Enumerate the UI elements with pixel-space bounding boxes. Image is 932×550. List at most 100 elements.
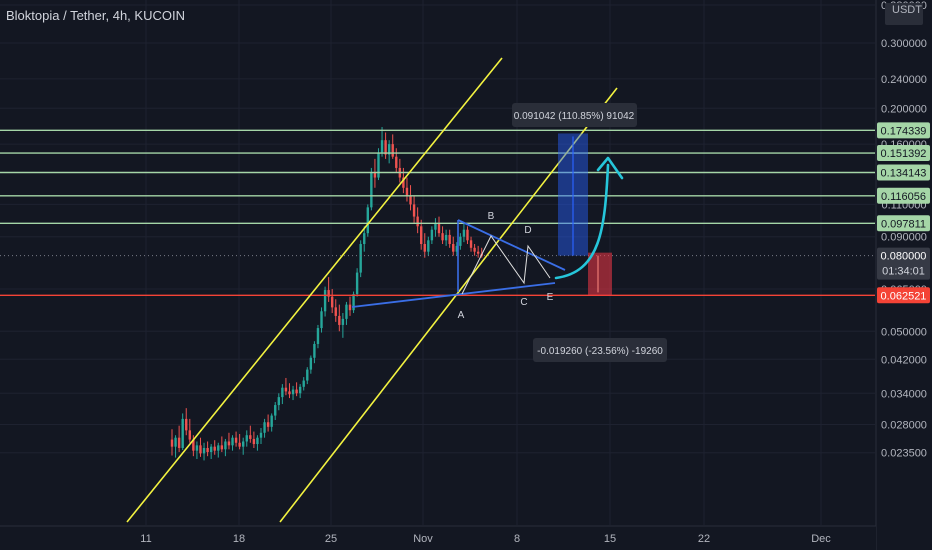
candle-body xyxy=(202,447,206,454)
price-level-tag-label: 0.062521 xyxy=(881,290,927,302)
candle-body xyxy=(416,216,419,227)
candle-body xyxy=(348,304,352,311)
price-level-tag xyxy=(877,187,930,204)
time-axis-tick: 25 xyxy=(325,533,337,545)
candle-body xyxy=(320,311,323,329)
price-level-tag-label: 0.174339 xyxy=(881,125,927,137)
candle-body xyxy=(291,389,295,395)
candle-body xyxy=(473,247,476,252)
candle-body xyxy=(331,296,334,308)
candle-body xyxy=(188,430,191,440)
price-axis-tick: 0.034000 xyxy=(881,388,927,400)
price-axis-tick: 0.300000 xyxy=(881,38,927,50)
candle-body xyxy=(384,140,387,155)
price-level-tag xyxy=(877,215,930,232)
candle-body xyxy=(437,223,441,234)
price-axis-tick: 0.200000 xyxy=(881,103,927,115)
price-axis-tick: 0.240000 xyxy=(881,74,927,86)
price-axis-tick: 0.028000 xyxy=(881,420,927,432)
candle-body xyxy=(270,415,273,427)
candle-body xyxy=(448,234,451,245)
pattern-point-label: D xyxy=(524,225,531,236)
candle-body xyxy=(466,229,469,241)
candle-body xyxy=(387,144,391,155)
price-level-tag xyxy=(877,122,930,139)
candle-body xyxy=(174,437,177,447)
candle-body xyxy=(469,240,473,248)
candle-body xyxy=(377,152,380,178)
price-level-tag-label: 0.097811 xyxy=(881,218,926,230)
pattern-point-label: A xyxy=(458,310,465,321)
candle-body xyxy=(177,437,181,448)
candle-body xyxy=(195,445,199,451)
pattern-point-label: B xyxy=(488,211,495,222)
candle-body xyxy=(295,389,298,394)
candle-body xyxy=(359,244,362,273)
candle-body xyxy=(284,387,288,392)
candle-body xyxy=(199,445,202,454)
candle-body xyxy=(281,387,284,398)
stop-measure-box xyxy=(588,252,612,296)
candle-body xyxy=(476,251,480,254)
channel-lower-line xyxy=(279,87,618,523)
candle-body xyxy=(259,432,263,438)
time-axis-background xyxy=(0,526,876,550)
candle-body xyxy=(405,187,409,196)
candle-body xyxy=(309,357,313,370)
candle-body xyxy=(256,437,259,445)
candle-body xyxy=(452,244,455,252)
last-price-label: 0.080000 xyxy=(881,251,927,263)
price-level-tag xyxy=(877,164,930,181)
candle-body xyxy=(444,234,448,241)
candle-body xyxy=(217,445,220,451)
projection-arrow-curve xyxy=(554,163,610,280)
price-axis-tick: 0.042000 xyxy=(881,354,927,366)
time-axis-tick: Dec xyxy=(811,533,831,545)
candle-body xyxy=(213,446,216,451)
candle-body xyxy=(434,223,437,230)
candle-body xyxy=(313,343,316,358)
candle-body xyxy=(338,315,341,325)
time-axis-tick: 15 xyxy=(604,533,616,545)
candle-body xyxy=(277,397,280,406)
price-level-tag-label: 0.134143 xyxy=(881,168,927,180)
candle-body xyxy=(323,290,327,312)
target-measure-label: 0.091042 (110.85%) 91042 xyxy=(514,111,635,122)
chart-title: Bloktopia / Tether, 4h, KUCOIN xyxy=(6,8,185,23)
candle-body xyxy=(234,437,238,443)
candle-body xyxy=(430,229,434,241)
currency-box xyxy=(885,3,923,25)
price-axis-tick: 0.050000 xyxy=(881,326,927,338)
projection-arrow-head xyxy=(596,156,624,180)
candle-body xyxy=(185,418,188,431)
stop-measure-label: -0.019260 (-23.56%) -19260 xyxy=(537,346,663,357)
candle-body xyxy=(370,172,373,208)
candle-body xyxy=(402,177,405,188)
candle-body xyxy=(441,233,444,241)
currency-label: USDT xyxy=(892,4,922,16)
time-axis-tick: Nov xyxy=(413,533,433,545)
price-level-tag-label: 0.116056 xyxy=(881,191,926,203)
candle-body xyxy=(306,369,309,381)
stop-measure-tooltip-bg xyxy=(533,338,667,362)
candle-body xyxy=(209,446,213,453)
candle-body xyxy=(455,245,458,252)
candle-body xyxy=(412,204,416,217)
candle-body xyxy=(242,441,245,447)
candle-body xyxy=(249,435,252,439)
pattern-point-label: E xyxy=(547,292,554,303)
candle-body xyxy=(274,405,277,416)
candle-body xyxy=(220,445,224,450)
channel-upper-line xyxy=(126,57,503,523)
candle-body xyxy=(459,236,462,246)
candle-body xyxy=(302,380,305,387)
candle-body xyxy=(263,422,266,433)
time-axis-tick: 8 xyxy=(514,533,520,545)
candle-body xyxy=(420,226,423,245)
time-axis-tick: 18 xyxy=(233,533,245,545)
candle-body xyxy=(373,172,377,178)
candle-body xyxy=(409,195,412,205)
abcde-wave-path xyxy=(461,235,551,295)
